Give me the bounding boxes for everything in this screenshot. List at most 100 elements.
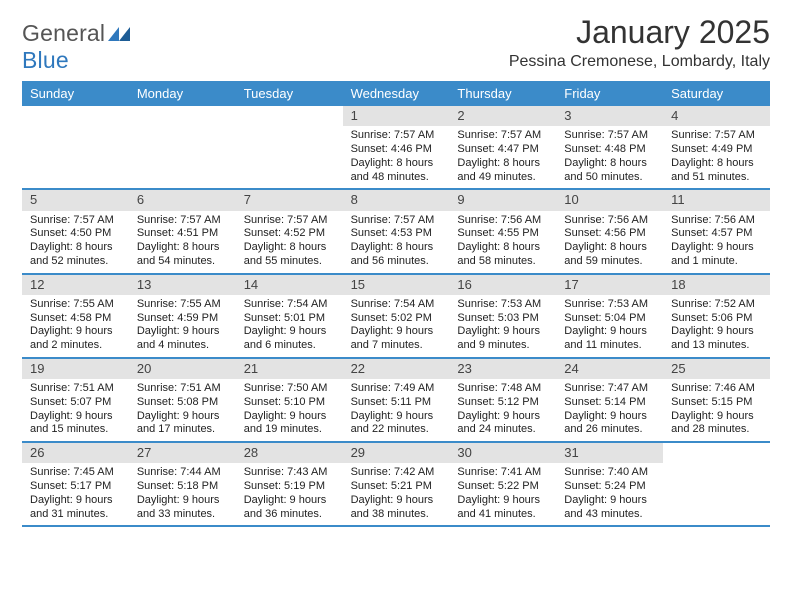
daylight2-text: and 9 minutes. (457, 339, 550, 353)
day-cell: 26Sunrise: 7:45 AMSunset: 5:17 PMDayligh… (22, 443, 129, 525)
sunrise-text: Sunrise: 7:52 AM (671, 298, 764, 312)
dayname-saturday: Saturday (663, 81, 770, 106)
daylight2-text: and 52 minutes. (30, 255, 123, 269)
daylight2-text: and 36 minutes. (244, 508, 337, 522)
daylight1-text: Daylight: 8 hours (457, 157, 550, 171)
daylight2-text: and 31 minutes. (30, 508, 123, 522)
daylight2-text: and 59 minutes. (564, 255, 657, 269)
day-cell: 4Sunrise: 7:57 AMSunset: 4:49 PMDaylight… (663, 106, 770, 188)
sunrise-text: Sunrise: 7:55 AM (137, 298, 230, 312)
day-details: Sunrise: 7:54 AMSunset: 5:02 PMDaylight:… (343, 295, 450, 357)
daylight2-text: and 43 minutes. (564, 508, 657, 522)
day-cell: 21Sunrise: 7:50 AMSunset: 5:10 PMDayligh… (236, 359, 343, 441)
sunset-text: Sunset: 5:17 PM (30, 480, 123, 494)
sunset-text: Sunset: 4:50 PM (30, 227, 123, 241)
week-row: 19Sunrise: 7:51 AMSunset: 5:07 PMDayligh… (22, 359, 770, 443)
day-number: 7 (236, 190, 343, 210)
day-cell: 8Sunrise: 7:57 AMSunset: 4:53 PMDaylight… (343, 190, 450, 272)
daylight1-text: Daylight: 8 hours (671, 157, 764, 171)
day-cell: 28 Sunrise: 7:43 AMSunset: 5:19 PMDayligh… (236, 443, 343, 525)
daylight2-text: and 33 minutes. (137, 508, 230, 522)
day-cell: 12Sunrise: 7:55 AMSunset: 4:58 PMDayligh… (22, 275, 129, 357)
day-cell (236, 106, 343, 188)
day-number: 14 (236, 275, 343, 295)
day-cell: 11Sunrise: 7:56 AMSunset: 4:57 PMDayligh… (663, 190, 770, 272)
sunset-text: Sunset: 5:19 PM (244, 480, 337, 494)
sunset-text: Sunset: 5:03 PM (457, 312, 550, 326)
daylight1-text: Daylight: 9 hours (351, 325, 444, 339)
day-number: 19 (22, 359, 129, 379)
day-number: 29 (343, 443, 450, 463)
day-cell (129, 106, 236, 188)
daylight1-text: Daylight: 9 hours (457, 325, 550, 339)
day-cell: 10Sunrise: 7:56 AMSunset: 4:56 PMDayligh… (556, 190, 663, 272)
day-details: Sunrise: 7:53 AMSunset: 5:04 PMDaylight:… (556, 295, 663, 357)
daylight1-text: Daylight: 9 hours (244, 410, 337, 424)
day-cell: 6Sunrise: 7:57 AMSunset: 4:51 PMDaylight… (129, 190, 236, 272)
day-cell: 2Sunrise: 7:57 AMSunset: 4:47 PMDaylight… (449, 106, 556, 188)
sunrise-text: Sunrise: 7:56 AM (457, 214, 550, 228)
day-number: 13 (129, 275, 236, 295)
daylight2-text: and 22 minutes. (351, 423, 444, 437)
day-cell: 29Sunrise: 7:42 AMSunset: 5:21 PMDayligh… (343, 443, 450, 525)
dayname-friday: Friday (556, 81, 663, 106)
day-details: Sunrise: 7:57 AMSunset: 4:53 PMDaylight:… (343, 211, 450, 273)
dayname-row: Sunday Monday Tuesday Wednesday Thursday… (22, 81, 770, 106)
daylight1-text: Daylight: 8 hours (351, 241, 444, 255)
daylight1-text: Daylight: 9 hours (244, 494, 337, 508)
day-number: 2 (449, 106, 556, 126)
day-number: 25 (663, 359, 770, 379)
logo-text: General Blue (22, 20, 130, 74)
sunrise-text: Sunrise: 7:55 AM (30, 298, 123, 312)
daylight1-text: Daylight: 9 hours (457, 410, 550, 424)
day-cell: 14Sunrise: 7:54 AMSunset: 5:01 PMDayligh… (236, 275, 343, 357)
logo-mark-icon (108, 20, 130, 47)
day-number: 28 (236, 443, 343, 463)
day-cell: 24Sunrise: 7:47 AMSunset: 5:14 PMDayligh… (556, 359, 663, 441)
day-cell: 16Sunrise: 7:53 AMSunset: 5:03 PMDayligh… (449, 275, 556, 357)
day-details: Sunrise: 7:51 AMSunset: 5:07 PMDaylight:… (22, 379, 129, 441)
sunset-text: Sunset: 4:49 PM (671, 143, 764, 157)
weeks-container: 1Sunrise: 7:57 AMSunset: 4:46 PMDaylight… (22, 106, 770, 527)
sunrise-text: Sunrise: 7:47 AM (564, 382, 657, 396)
sunset-text: Sunset: 5:08 PM (137, 396, 230, 410)
day-cell: 1Sunrise: 7:57 AMSunset: 4:46 PMDaylight… (343, 106, 450, 188)
daylight2-text: and 1 minute. (671, 255, 764, 269)
daylight2-text: and 4 minutes. (137, 339, 230, 353)
sunrise-text: Sunrise: 7:50 AM (244, 382, 337, 396)
logo-suffix: Blue (22, 47, 69, 73)
daylight2-text: and 51 minutes. (671, 171, 764, 185)
day-number: 30 (449, 443, 556, 463)
dayname-sunday: Sunday (22, 81, 129, 106)
logo-prefix: General (22, 20, 105, 46)
sunset-text: Sunset: 5:14 PM (564, 396, 657, 410)
daylight2-text: and 56 minutes. (351, 255, 444, 269)
daylight2-text: and 54 minutes. (137, 255, 230, 269)
daylight2-text: and 11 minutes. (564, 339, 657, 353)
day-cell: 3Sunrise: 7:57 AMSunset: 4:48 PMDaylight… (556, 106, 663, 188)
day-details: Sunrise: 7:57 AMSunset: 4:50 PMDaylight:… (22, 211, 129, 273)
day-details: Sunrise: 7:52 AMSunset: 5:06 PMDaylight:… (663, 295, 770, 357)
day-number: 15 (343, 275, 450, 295)
daylight2-text: and 58 minutes. (457, 255, 550, 269)
sunrise-text: Sunrise: 7:57 AM (457, 129, 550, 143)
sunset-text: Sunset: 5:02 PM (351, 312, 444, 326)
sunrise-text: Sunrise: 7:57 AM (137, 214, 230, 228)
sunrise-text: Sunrise: 7:56 AM (671, 214, 764, 228)
daylight2-text: and 48 minutes. (351, 171, 444, 185)
sunset-text: Sunset: 4:53 PM (351, 227, 444, 241)
daylight2-text: and 2 minutes. (30, 339, 123, 353)
daylight1-text: Daylight: 9 hours (671, 241, 764, 255)
sunrise-text: Sunrise: 7:43 AM (244, 466, 337, 480)
sunrise-text: Sunrise: 7:44 AM (137, 466, 230, 480)
daylight2-text: and 50 minutes. (564, 171, 657, 185)
daylight1-text: Daylight: 9 hours (564, 325, 657, 339)
daylight1-text: Daylight: 9 hours (351, 494, 444, 508)
day-details: Sunrise: 7:48 AMSunset: 5:12 PMDaylight:… (449, 379, 556, 441)
daylight1-text: Daylight: 8 hours (244, 241, 337, 255)
daylight2-text: and 13 minutes. (671, 339, 764, 353)
calendar: Sunday Monday Tuesday Wednesday Thursday… (22, 81, 770, 527)
day-cell: 27Sunrise: 7:44 AMSunset: 5:18 PMDayligh… (129, 443, 236, 525)
sunrise-text: Sunrise: 7:45 AM (30, 466, 123, 480)
day-details: Sunrise: 7:56 AMSunset: 4:57 PMDaylight:… (663, 211, 770, 273)
